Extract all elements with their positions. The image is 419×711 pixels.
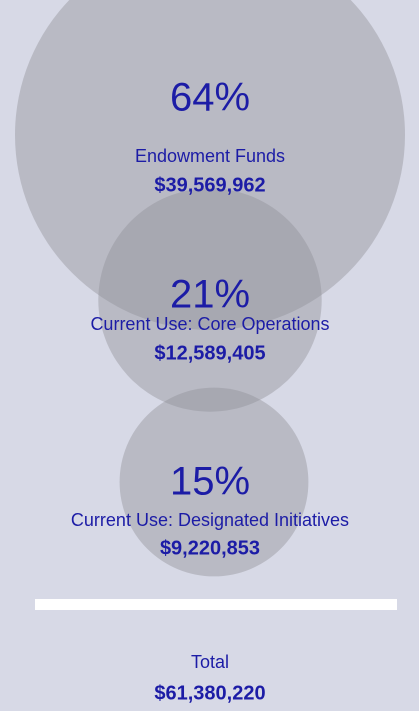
percent-label: 64%: [170, 76, 250, 120]
category-label: Current Use: Core Operations: [90, 314, 329, 334]
amount-label: $39,569,962: [154, 174, 265, 196]
percent-label: 21%: [170, 273, 250, 317]
category-label: Current Use: Designated Initiatives: [71, 510, 349, 530]
bubble: [15, 0, 405, 330]
amount-label: $9,220,853: [160, 537, 260, 559]
amount-label: $12,589,405: [154, 342, 265, 364]
total-title: Total: [191, 652, 229, 672]
bubbles: [15, 0, 405, 577]
percent-label: 15%: [170, 460, 250, 504]
divider: [35, 599, 397, 610]
bubble: [98, 188, 322, 412]
bubble: [119, 387, 309, 577]
labels: 64%Endowment Funds$39,569,96221%Current …: [71, 76, 349, 560]
total-amount: $61,380,220: [154, 682, 265, 704]
category-label: Endowment Funds: [135, 146, 285, 166]
